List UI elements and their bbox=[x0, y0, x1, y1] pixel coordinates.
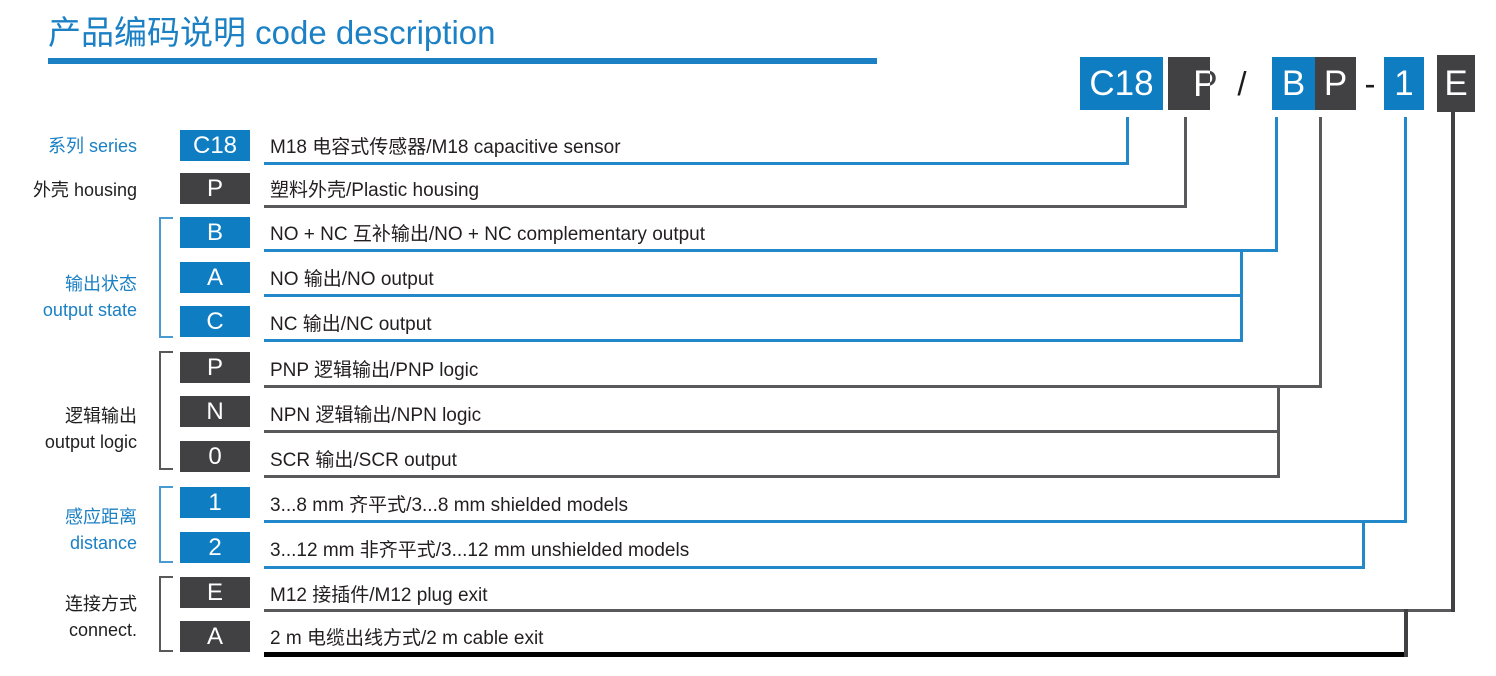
row-description: 3...12 mm 非齐平式/3...12 mm unshielded mode… bbox=[270, 540, 690, 561]
row-description: PNP 逻辑输出/PNP logic bbox=[270, 360, 479, 381]
joiner-connect-options bbox=[1404, 609, 1408, 657]
row-code-box: C bbox=[180, 306, 250, 337]
code-segment-connect: E bbox=[1437, 55, 1475, 112]
group-label-series: 系列 series bbox=[47, 136, 137, 156]
code-segment-series: C18 bbox=[1080, 57, 1163, 110]
row-code-box: B bbox=[180, 217, 250, 248]
row-underline bbox=[264, 294, 1243, 297]
row-description: NO + NC 互补输出/NO + NC complementary outpu… bbox=[270, 224, 706, 245]
group-label-housing: 外壳 housing bbox=[32, 180, 137, 200]
title-underline-rule bbox=[48, 58, 877, 64]
page-title: 产品编码说明 code description bbox=[48, 14, 496, 51]
joiner-output-state-options bbox=[1240, 249, 1243, 342]
row-code-box: A bbox=[180, 262, 250, 293]
row-description: M12 接插件/M12 plug exit bbox=[270, 585, 488, 606]
bracket-output-state bbox=[159, 217, 173, 338]
row-description: NC 输出/NC output bbox=[270, 314, 432, 335]
row-description: M18 电容式传感器/M18 capacitive sensor bbox=[270, 137, 621, 158]
row-description: 3...8 mm 齐平式/3...8 mm shielded models bbox=[270, 495, 628, 516]
code-segment-output-logic: P bbox=[1315, 57, 1356, 110]
row-description: 塑料外壳/Plastic housing bbox=[270, 180, 480, 201]
code-separator-dash: - bbox=[1364, 65, 1376, 102]
bracket-distance bbox=[159, 486, 173, 563]
joiner-distance-options bbox=[1362, 520, 1365, 569]
row-underline bbox=[264, 475, 1280, 478]
row-code-box: P bbox=[180, 173, 250, 204]
code-segment-housing: P P bbox=[1168, 57, 1218, 110]
row-underline bbox=[264, 430, 1280, 433]
row-code-box: 0 bbox=[180, 441, 250, 472]
row-code-box: P bbox=[180, 352, 250, 383]
row-underline bbox=[264, 205, 1187, 208]
group-label-output-state: 输出状态 output state bbox=[42, 274, 137, 320]
row-underline bbox=[264, 652, 1408, 657]
bracket-connect bbox=[159, 576, 173, 652]
row-underline bbox=[264, 162, 1129, 165]
row-code-box: 2 bbox=[180, 532, 250, 563]
row-underline bbox=[264, 385, 1322, 388]
connector-output-state bbox=[1275, 117, 1278, 252]
row-code-box: A bbox=[180, 621, 250, 652]
row-code-box: N bbox=[180, 396, 250, 427]
row-code-box: C18 bbox=[180, 130, 250, 161]
code-segment-distance: 1 bbox=[1384, 57, 1424, 110]
connector-distance bbox=[1404, 117, 1407, 523]
connector-housing bbox=[1184, 117, 1187, 208]
code-separator-slash: / bbox=[1237, 65, 1247, 102]
row-description: NPN 逻辑输出/NPN logic bbox=[270, 405, 482, 426]
group-label-connect: 连接方式 connect. bbox=[65, 594, 137, 640]
group-label-output-logic: 逻辑输出 output logic bbox=[44, 406, 137, 452]
bracket-output-logic bbox=[159, 351, 173, 470]
connector-series bbox=[1126, 117, 1129, 165]
connector-connect bbox=[1451, 112, 1455, 612]
row-description: NO 输出/NO output bbox=[270, 269, 434, 290]
row-code-box: 1 bbox=[180, 487, 250, 518]
connector-output-logic bbox=[1319, 117, 1322, 388]
joiner-output-logic-options bbox=[1277, 385, 1280, 478]
code-segment-output-state: B bbox=[1272, 57, 1315, 110]
row-description: 2 m 电缆出线方式/2 m cable exit bbox=[270, 628, 544, 649]
row-underline bbox=[264, 520, 1407, 523]
group-label-distance: 感应距离 distance bbox=[65, 507, 137, 553]
row-underline bbox=[264, 566, 1365, 569]
row-code-box: E bbox=[180, 577, 250, 608]
row-description: SCR 输出/SCR output bbox=[270, 450, 457, 471]
row-underline bbox=[264, 339, 1243, 342]
row-underline bbox=[264, 609, 1455, 612]
housing-code-box: P bbox=[1168, 57, 1210, 110]
row-underline bbox=[264, 249, 1278, 252]
